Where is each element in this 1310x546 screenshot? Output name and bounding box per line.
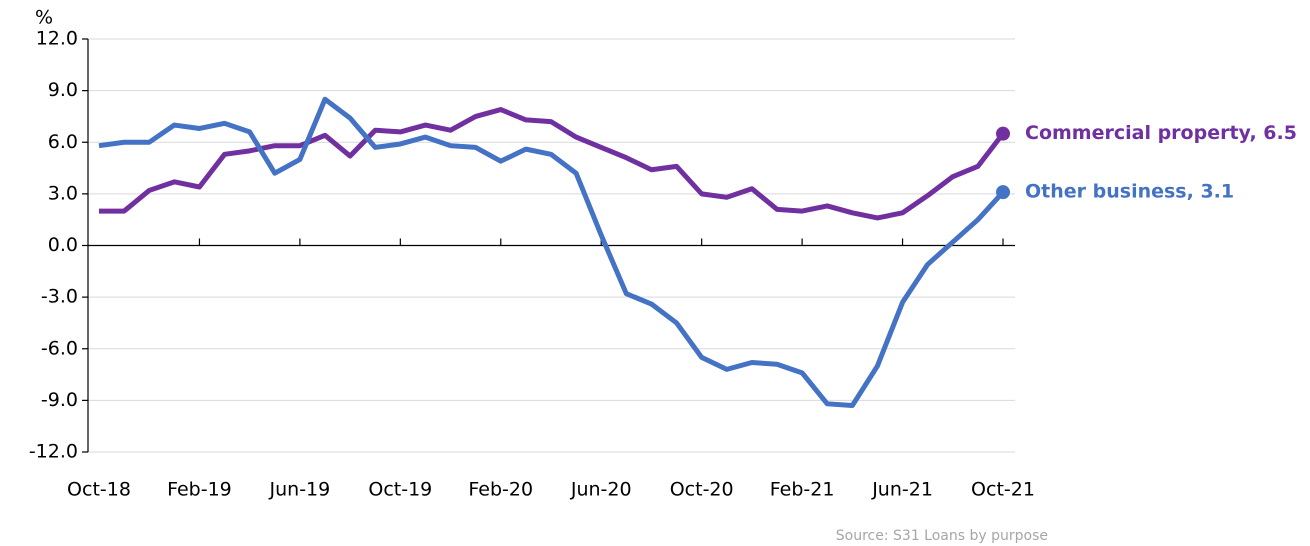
x-tick-label: Oct-19 — [368, 479, 432, 501]
end-label: Commercial property, 6.5 — [1025, 122, 1297, 144]
line — [99, 107, 1005, 221]
x-tick-label: Feb-21 — [770, 479, 835, 501]
x-tick-label: Jun-19 — [269, 479, 331, 501]
x-tick-label: Oct-20 — [670, 479, 734, 501]
x-tick-label: Jun-20 — [570, 479, 632, 501]
y-tick-label: 12.0 — [36, 28, 78, 50]
y-tick-label: 0.0 — [48, 234, 78, 256]
x-tick-label: Oct-21 — [971, 479, 1035, 501]
y-tick-label: 9.0 — [48, 79, 78, 101]
x-tick-label: Jun-21 — [871, 479, 933, 501]
y-tick-label: -3.0 — [41, 286, 78, 308]
y-tick-label: 6.0 — [48, 131, 78, 153]
x-tick-label: Oct-18 — [67, 479, 131, 501]
end-label: Other business, 3.1 — [1025, 181, 1234, 203]
y-tick-label: -12.0 — [29, 441, 78, 463]
end-marker — [996, 126, 1010, 141]
y-tick-label: -6.0 — [41, 337, 78, 359]
y-axis-label: % — [35, 7, 53, 29]
x-tick-label: Feb-20 — [468, 479, 533, 501]
y-tick-label: 3.0 — [48, 182, 78, 204]
y-tick-label: -9.0 — [41, 389, 78, 411]
line — [98, 96, 1005, 409]
source: Source: S31 Loans by purpose — [836, 528, 1048, 544]
x-tick-label: Feb-19 — [167, 479, 232, 501]
end-marker — [996, 185, 1010, 200]
